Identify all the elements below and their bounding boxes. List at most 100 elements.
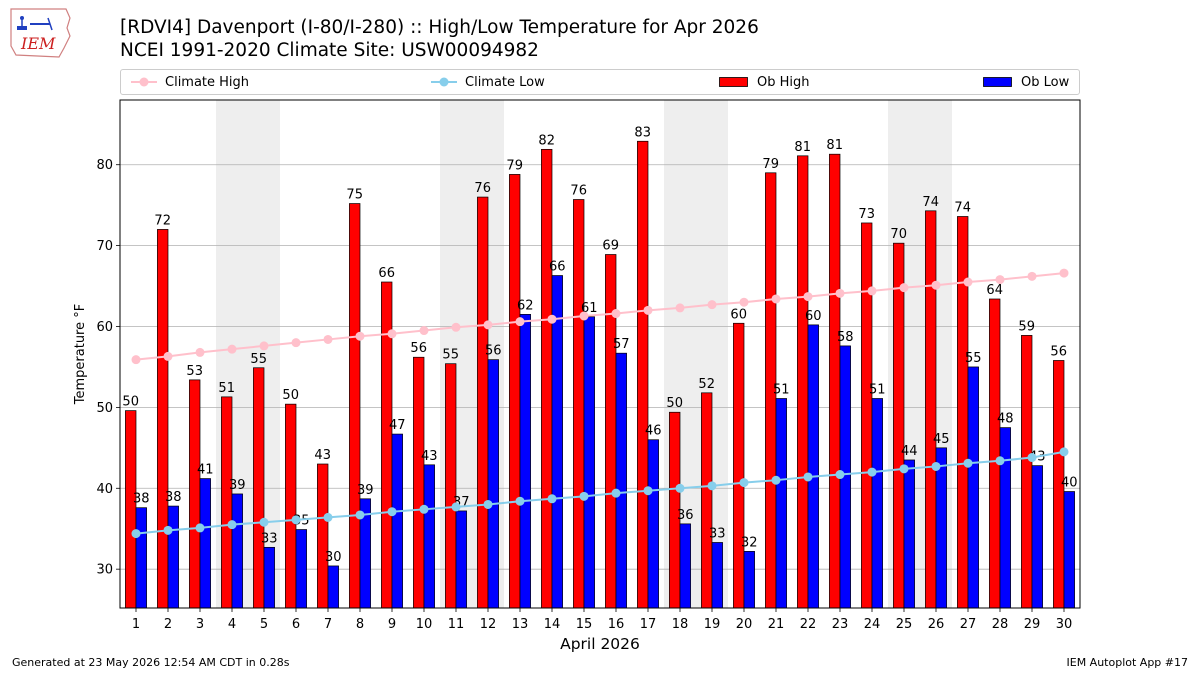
climate-high-point bbox=[227, 344, 237, 354]
ob-high-value-label: 66 bbox=[378, 266, 395, 281]
x-tick-label: 28 bbox=[992, 617, 1009, 632]
climate-high-point bbox=[131, 355, 141, 365]
ob-high-value-label: 50 bbox=[122, 395, 139, 410]
ob-high-bar bbox=[285, 403, 297, 609]
ob-high-value-label: 60 bbox=[730, 307, 747, 322]
ob-high-bar bbox=[733, 322, 745, 609]
ob-high-value-label: 69 bbox=[602, 239, 619, 254]
ob-low-bar bbox=[615, 352, 627, 609]
climate-low-point bbox=[611, 488, 621, 498]
y-tick-label: 60 bbox=[96, 320, 113, 335]
ob-high-value-label: 43 bbox=[314, 448, 331, 463]
ob-low-value-label: 56 bbox=[485, 344, 502, 359]
ob-low-bar bbox=[1031, 465, 1043, 609]
ob-high-value-label: 81 bbox=[826, 138, 843, 153]
ob-high-value-label: 56 bbox=[410, 341, 427, 356]
climate-low-point bbox=[899, 464, 909, 474]
ob-low-bar bbox=[519, 314, 531, 609]
x-tick-label: 30 bbox=[1056, 617, 1073, 632]
x-tick-label: 22 bbox=[800, 617, 817, 632]
legend-label-climate-low: Climate Low bbox=[465, 74, 545, 90]
ob-high-bar bbox=[573, 199, 585, 609]
climate-low-point bbox=[995, 456, 1005, 466]
climate-high-point bbox=[611, 309, 621, 319]
ob-low-bar bbox=[231, 493, 243, 609]
ob-high-value-label: 72 bbox=[154, 213, 171, 228]
climate-high-point bbox=[291, 338, 301, 348]
x-tick-label: 5 bbox=[260, 617, 268, 632]
climate-high-point bbox=[931, 280, 941, 290]
ob-high-value-label: 50 bbox=[666, 396, 683, 411]
climate-high-point bbox=[419, 326, 429, 336]
climate-low-point bbox=[195, 523, 205, 533]
climate-high-point bbox=[995, 275, 1005, 285]
climate-low-point bbox=[259, 517, 269, 527]
ob-low-value-label: 55 bbox=[965, 351, 982, 366]
climate-low-point bbox=[387, 507, 397, 517]
ob-high-value-label: 70 bbox=[890, 227, 907, 242]
ob-high-value-label: 74 bbox=[922, 195, 939, 210]
ob-high-value-label: 82 bbox=[538, 133, 555, 148]
x-tick-label: 17 bbox=[640, 617, 657, 632]
ob-low-value-label: 39 bbox=[229, 478, 246, 493]
climate-high-point bbox=[835, 288, 845, 298]
ob-low-value-label: 36 bbox=[677, 508, 694, 523]
chart-subtitle: NCEI 1991-2020 Climate Site: USW00094982 bbox=[120, 40, 539, 61]
ob-low-bar bbox=[711, 542, 723, 609]
ob-low-value-label: 51 bbox=[869, 382, 886, 397]
ob-high-value-label: 50 bbox=[282, 388, 299, 403]
x-axis-label: April 2026 bbox=[560, 635, 640, 653]
ob-low-bar bbox=[487, 359, 499, 609]
x-tick-label: 13 bbox=[512, 617, 529, 632]
ob-low-value-label: 33 bbox=[709, 526, 726, 541]
climate-high-point bbox=[483, 320, 493, 330]
x-tick-label: 9 bbox=[388, 617, 396, 632]
ob-high-value-label: 55 bbox=[442, 348, 459, 363]
climate-high-point bbox=[323, 334, 333, 344]
ob-low-value-label: 40 bbox=[1061, 476, 1078, 491]
ob-low-bar bbox=[903, 459, 915, 609]
climate-low-point bbox=[163, 525, 173, 535]
ob-high-bar bbox=[253, 367, 265, 609]
climate-low-point bbox=[515, 496, 525, 506]
ob-low-value-label: 47 bbox=[389, 418, 406, 433]
ob-low-value-label: 30 bbox=[325, 550, 342, 565]
climate-high-point bbox=[1027, 271, 1037, 281]
ob-high-value-label: 74 bbox=[954, 200, 971, 215]
climate-high-point bbox=[195, 347, 205, 357]
iem-logo: IEM bbox=[8, 6, 72, 58]
climate-low-point bbox=[867, 467, 877, 477]
x-tick-label: 3 bbox=[196, 617, 204, 632]
ob-low-bar-swatch bbox=[983, 77, 1012, 87]
x-tick-label: 26 bbox=[928, 617, 945, 632]
footer-app-label: IEM Autoplot App #17 bbox=[1066, 656, 1189, 669]
ob-high-value-label: 56 bbox=[1050, 344, 1067, 359]
ob-low-bar bbox=[743, 551, 755, 609]
x-tick-label: 18 bbox=[672, 617, 689, 632]
x-tick-label: 12 bbox=[480, 617, 497, 632]
climate-low-point bbox=[803, 472, 813, 482]
legend-item-climate-low: Climate Low bbox=[431, 70, 545, 94]
ob-low-value-label: 41 bbox=[197, 463, 214, 478]
climate-low-point bbox=[227, 520, 237, 530]
ob-low-bar bbox=[551, 275, 563, 609]
climate-low-point bbox=[483, 499, 493, 509]
climate-high-point bbox=[163, 351, 173, 361]
x-tick-label: 20 bbox=[736, 617, 753, 632]
x-tick-label: 11 bbox=[448, 617, 465, 632]
ob-high-value-label: 76 bbox=[474, 181, 491, 196]
x-tick-label: 7 bbox=[324, 617, 332, 632]
ob-low-value-label: 45 bbox=[933, 432, 950, 447]
climate-low-point bbox=[771, 475, 781, 485]
ob-low-bar bbox=[199, 478, 211, 609]
climate-high-point bbox=[515, 317, 525, 327]
climate-low-point bbox=[835, 470, 845, 480]
ob-low-bar bbox=[999, 427, 1011, 609]
ob-low-bar bbox=[967, 366, 979, 609]
ob-low-bar bbox=[423, 464, 435, 609]
ob-high-value-label: 75 bbox=[346, 188, 363, 203]
ob-high-value-label: 81 bbox=[794, 140, 811, 155]
ob-high-bar bbox=[989, 298, 1001, 609]
climate-low-point bbox=[547, 494, 557, 504]
ob-high-value-label: 64 bbox=[986, 283, 1003, 298]
